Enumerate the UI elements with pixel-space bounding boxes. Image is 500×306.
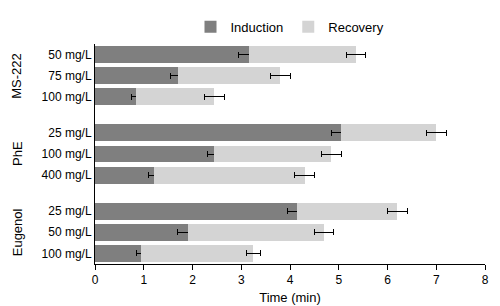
svg-text:Eugenol: Eugenol xyxy=(10,208,25,256)
svg-text:50 mg/L: 50 mg/L xyxy=(48,48,92,62)
svg-text:100 mg/L: 100 mg/L xyxy=(42,90,92,104)
svg-text:PhE: PhE xyxy=(10,141,25,166)
svg-text:6: 6 xyxy=(384,273,391,287)
svg-text:100 mg/L: 100 mg/L xyxy=(42,147,92,161)
svg-text:100 mg/L: 100 mg/L xyxy=(42,247,92,261)
svg-text:Time (min): Time (min) xyxy=(259,290,321,305)
svg-text:3: 3 xyxy=(238,273,245,287)
svg-text:25 mg/L: 25 mg/L xyxy=(48,204,92,218)
svg-text:2: 2 xyxy=(189,273,196,287)
svg-text:7: 7 xyxy=(433,273,440,287)
svg-text:75 mg/L: 75 mg/L xyxy=(48,69,92,83)
svg-text:50 mg/L: 50 mg/L xyxy=(48,225,92,239)
svg-text:MS-222: MS-222 xyxy=(9,53,24,99)
svg-text:8: 8 xyxy=(482,273,489,287)
svg-text:400 mg/L: 400 mg/L xyxy=(42,168,92,182)
svg-text:1: 1 xyxy=(140,273,147,287)
svg-text:25 mg/L: 25 mg/L xyxy=(48,126,92,140)
svg-text:Induction: Induction xyxy=(231,20,284,35)
svg-text:Recovery: Recovery xyxy=(328,20,383,35)
svg-text:5: 5 xyxy=(335,273,342,287)
svg-text:0: 0 xyxy=(92,273,99,287)
svg-text:4: 4 xyxy=(287,273,294,287)
